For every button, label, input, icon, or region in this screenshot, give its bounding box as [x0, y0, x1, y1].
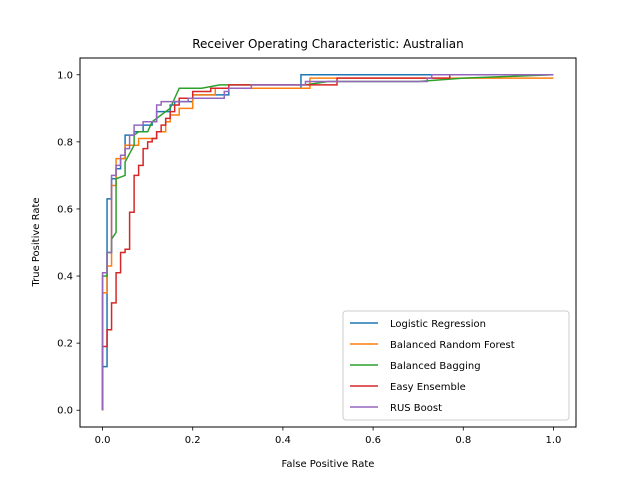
chart-title: Receiver Operating Characteristic: Austr…	[192, 37, 464, 51]
x-tick-label: 0.4	[275, 435, 291, 446]
legend-label: Easy Ensemble	[390, 382, 466, 393]
y-tick-label: 0.4	[57, 272, 73, 283]
x-tick-label: 0.8	[455, 435, 471, 446]
series-line	[101, 74, 554, 411]
legend: Logistic Regression Balanced Random Fores…	[342, 310, 570, 421]
series-line	[101, 74, 554, 411]
x-tick-label: 0.0	[95, 435, 111, 446]
y-tick-label: 0.0	[57, 406, 73, 417]
x-tick-label: 0.6	[365, 435, 381, 446]
plot-frame	[79, 57, 577, 428]
y-axis-ticks: 0.0 0.2 0.4 0.6 0.8 1.0	[57, 70, 80, 417]
x-tick-label: 0.2	[185, 435, 201, 446]
legend-frame	[342, 310, 570, 421]
y-tick-label: 1.0	[57, 70, 73, 81]
legend-label: Balanced Bagging	[390, 361, 481, 372]
y-tick-label: 0.8	[57, 137, 73, 148]
y-tick-label: 0.2	[57, 339, 73, 350]
legend-label: Balanced Random Forest	[390, 340, 515, 351]
legend-label: Logistic Regression	[390, 319, 486, 330]
x-axis-ticks: 0.0 0.2 0.4 0.6 0.8 1.0	[95, 427, 562, 446]
series-layer	[101, 74, 554, 411]
y-axis-label: True Positive Rate	[31, 197, 42, 287]
y-tick-label: 0.6	[57, 204, 73, 215]
x-axis-label: False Positive Rate	[282, 459, 375, 470]
x-tick-label: 1.0	[546, 435, 562, 446]
legend-label: RUS Boost	[390, 403, 442, 414]
